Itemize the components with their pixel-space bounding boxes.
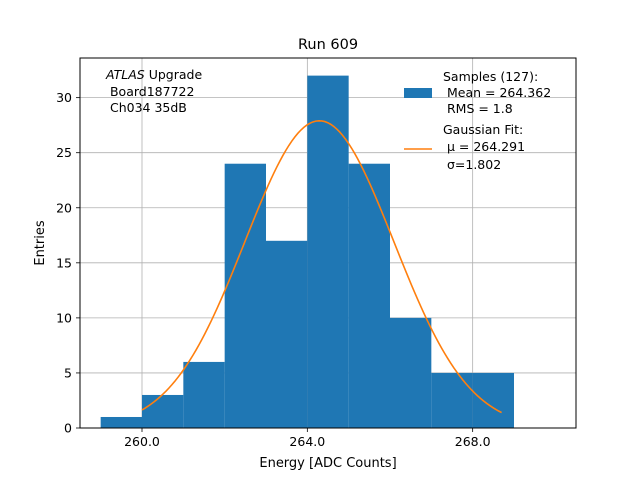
- legend-samples-rms: RMS = 1.8: [443, 101, 513, 116]
- x-tick-label: 264.0: [289, 434, 325, 449]
- annotation-line-3: Ch034 35dB: [106, 100, 187, 115]
- y-tick-label: 20: [56, 200, 72, 215]
- histogram-bar: [142, 394, 184, 428]
- legend-samples-swatch: [404, 88, 432, 98]
- y-tick-label: 0: [64, 421, 72, 436]
- annotation-atlas-italic: ATLAS: [105, 67, 145, 82]
- chart-title: Run 609: [298, 37, 358, 53]
- annotation-line-1: ATLAS Upgrade: [105, 67, 202, 82]
- legend: Samples (127): Mean = 264.362 RMS = 1.8 …: [404, 69, 551, 172]
- histogram-bar: [390, 317, 432, 428]
- histogram-bar: [348, 163, 390, 428]
- x-axis: 260.0 264.0 268.0: [124, 428, 491, 449]
- y-tick-label: 25: [56, 145, 72, 160]
- y-tick-label: 15: [56, 255, 72, 270]
- y-tick-label: 10: [56, 310, 72, 325]
- legend-fit-sigma: σ=1.802: [443, 157, 501, 172]
- x-axis-label: Energy [ADC Counts]: [259, 456, 396, 471]
- histogram-bar: [431, 372, 473, 428]
- histogram-bar: [266, 240, 308, 428]
- histogram-bar: [100, 416, 142, 428]
- histogram-bars: [100, 75, 514, 428]
- gaussian-fit-curve: [141, 119, 502, 414]
- y-axis-label: Entries: [33, 220, 48, 266]
- legend-fit-mu: μ = 264.291: [443, 139, 525, 154]
- histogram-bar: [183, 361, 225, 428]
- legend-samples-title: Samples (127):: [443, 69, 538, 84]
- x-tick-label: 260.0: [124, 434, 160, 449]
- plot-frame: [79, 57, 577, 429]
- histogram-bar: [472, 372, 514, 428]
- histogram-bar: [307, 75, 349, 428]
- legend-fit-title: Gaussian Fit:: [443, 122, 523, 137]
- annotation-upgrade: Upgrade: [145, 67, 203, 82]
- annotation-line-2: Board187722: [106, 84, 194, 99]
- x-tick-label: 268.0: [455, 434, 491, 449]
- y-tick-label: 5: [64, 365, 72, 380]
- y-axis: 0 5 10 15 20 25 30: [56, 90, 80, 436]
- y-tick-label: 30: [56, 90, 72, 105]
- legend-samples-mean: Mean = 264.362: [443, 85, 551, 100]
- atlas-annotation: ATLAS Upgrade Board187722 Ch034 35dB: [105, 67, 202, 115]
